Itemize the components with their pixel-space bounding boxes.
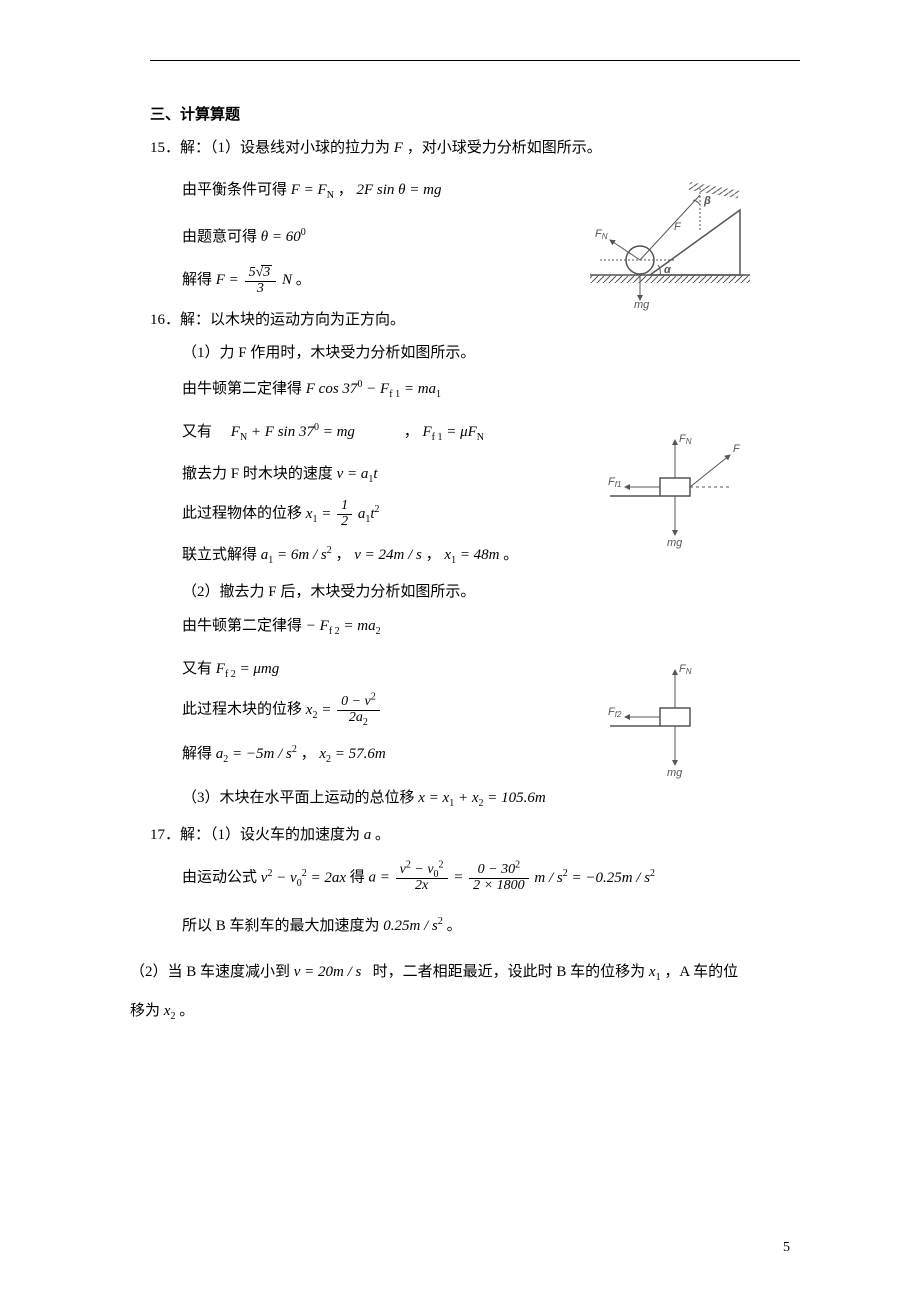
q15-balance-pre: 由平衡条件可得 bbox=[182, 182, 287, 198]
q16-x1-pre: 此过程物体的位移 bbox=[182, 506, 302, 522]
q15-eq-balance-b: 2F sin θ = mg bbox=[356, 182, 441, 198]
section-title: 三、计算算题 bbox=[150, 101, 800, 130]
q17-p2-tail: 。 bbox=[179, 1003, 194, 1019]
q15-eq-balance-a: F = FN bbox=[291, 182, 334, 198]
svg-text:Ff1: Ff1 bbox=[608, 476, 621, 489]
q16-x2-pre: 此过程木块的位移 bbox=[182, 702, 302, 718]
q17-p2-pre-c: ，A 车的位 bbox=[664, 964, 738, 980]
d3-mg: mg bbox=[667, 767, 683, 779]
q15-var-F: F bbox=[394, 140, 403, 156]
q17-p2-x2: x2 bbox=[164, 1003, 176, 1019]
q16-eq10a: a2 = −5m / s2 bbox=[216, 746, 297, 762]
q16-p2-line1: （2）撤去力 F 后，木块受力分析如图所示。 bbox=[150, 578, 800, 607]
q17-p2-pre-b: 时，二者相距最近，设此时 B 车的位移为 bbox=[373, 964, 646, 980]
q16-eq6a: a1 = 6m / s2 bbox=[261, 547, 332, 563]
q16-eq7-line: 由牛顿第二定律得 − Ff 2 = ma2 bbox=[150, 612, 800, 641]
q17-eq1-eq2: = bbox=[453, 870, 467, 886]
q16-intro-text: 解：以木块的运动方向为正方向。 bbox=[180, 312, 405, 328]
q16-also-pre: 又有 bbox=[182, 424, 227, 440]
q16-removeF-pre: 撤去力 F 时木块的速度 bbox=[182, 466, 333, 482]
q16-eq2: FN + F sin 370 = mg bbox=[231, 424, 355, 440]
q16-eq3: Ff 1 = μFN bbox=[422, 424, 484, 440]
q16-solve2-pre: 解得 bbox=[182, 746, 212, 762]
q17-var-a: a bbox=[364, 827, 372, 843]
diagram-q16b: FN Ff2 mg bbox=[605, 660, 755, 788]
q16-number: 16． bbox=[150, 312, 180, 328]
q15-eq-theta: θ = 600 bbox=[261, 229, 306, 245]
q17-ans-pre: 所以 B 车刹车的最大加速度为 bbox=[182, 918, 380, 934]
q17-ans-line: 所以 B 车刹车的最大加速度为 0.25m / s2 。 bbox=[150, 912, 800, 941]
q16-combine-pre: 联立式解得 bbox=[182, 547, 257, 563]
q16-eq11: x = x1 + x2 = 105.6m bbox=[418, 790, 545, 806]
svg-text:F: F bbox=[674, 221, 682, 233]
q15-eq-solve-unit: N bbox=[282, 272, 292, 288]
d1-beta: β bbox=[703, 195, 711, 207]
q16-eq2-gap: ， bbox=[359, 424, 419, 440]
diagram-q16a: FN F Ff1 mg bbox=[605, 430, 755, 558]
header-rule bbox=[150, 60, 800, 61]
q17-eq1-line: 由运动公式 v2 − v02 = 2ax 得 a = v2 − v02 2x =… bbox=[150, 863, 800, 893]
q16-p3-pre: （3）木块在水平面上运动的总位移 bbox=[182, 790, 415, 806]
q16-eq7: − Ff 2 = ma2 bbox=[306, 618, 381, 634]
q17-kin-pre: 由运动公式 bbox=[182, 870, 257, 886]
q17-intro-tail: 。 bbox=[375, 827, 390, 843]
q17-intro-text: 解：（1）设火车的加速度为 bbox=[180, 827, 360, 843]
q16-eq5-frac: 1 2 bbox=[337, 499, 352, 529]
d2-mg: mg bbox=[667, 537, 683, 549]
q16-eq10x: x2 = 57.6m bbox=[319, 746, 385, 762]
q17-number: 17． bbox=[150, 827, 180, 843]
svg-text:FN: FN bbox=[595, 228, 608, 241]
q15-number: 15． bbox=[150, 140, 180, 156]
q15-eq-solve-lhs: F = bbox=[216, 272, 239, 288]
page: 三、计算算题 15．解：（1）设悬线对小球的拉力为 F ，对小球受力分析如图所示… bbox=[0, 0, 920, 1302]
q16-eq5-tail: a1t2 bbox=[358, 506, 380, 522]
q17-p2-line2: 移为 x2 。 bbox=[130, 997, 800, 1026]
svg-text:FN: FN bbox=[679, 433, 692, 446]
q16-eq8: Ff 2 = μmg bbox=[216, 661, 280, 677]
q15-solve-pre: 解得 bbox=[182, 272, 212, 288]
q15-theta-pre: 由题意可得 bbox=[182, 229, 257, 245]
q17-get: 得 bbox=[350, 870, 365, 886]
q17-p2-line1: （2）当 B 车速度减小到 v = 20m / s 时，二者相距最近，设此时 B… bbox=[130, 958, 800, 987]
q16-eq6v: v = 24m / s bbox=[354, 547, 422, 563]
q17-eq1-lhs: v2 − v02 = 2ax bbox=[261, 870, 346, 886]
q17-frac2: 0 − 302 2 × 1800 bbox=[469, 863, 528, 893]
q17-eq1-unit: m / s2 = −0.25m / s2 bbox=[534, 870, 655, 886]
q16-also2-pre: 又有 bbox=[182, 661, 212, 677]
q17-p2-v: v = 20m / s bbox=[294, 964, 362, 980]
q17-p2-x1: x1 bbox=[649, 964, 661, 980]
q17-p2-pre-a: （2）当 B 车速度减小到 bbox=[130, 964, 290, 980]
diagram-q15: FN mg α β F bbox=[580, 180, 760, 318]
q15-intro-text: 解：（1）设悬线对小球的拉力为 bbox=[180, 140, 390, 156]
q16-eq9-lhs: x2 = bbox=[306, 702, 335, 718]
q16-eq5: x1 = bbox=[306, 506, 335, 522]
q16-newton-pre: 由牛顿第二定律得 bbox=[182, 381, 302, 397]
q16-eq4: v = a1t bbox=[337, 466, 378, 482]
q17-frac1: v2 − v02 2x bbox=[396, 863, 448, 893]
d2-F: F bbox=[733, 443, 741, 455]
q16-eq6x: x1 = 48m bbox=[444, 547, 499, 563]
page-number: 5 bbox=[783, 1235, 790, 1262]
q16-p1-line1: （1）力 F 作用时，木块受力分析如图所示。 bbox=[150, 339, 800, 368]
q16-eq1: F cos 370 − Ff 1 = ma1 bbox=[306, 381, 441, 397]
q17-ans-val: 0.25m / s2 bbox=[383, 918, 443, 934]
svg-text:Ff2: Ff2 bbox=[608, 706, 622, 719]
q17-p2-line2-pre: 移为 bbox=[130, 1003, 160, 1019]
d1-mg: mg bbox=[634, 299, 650, 311]
q15-sep1: ， bbox=[338, 182, 353, 198]
q15-period: 。 bbox=[296, 272, 311, 288]
q16-eq1-line: 由牛顿第二定律得 F cos 370 − Ff 1 = ma1 bbox=[150, 375, 800, 404]
svg-text:FN: FN bbox=[679, 663, 692, 676]
q17-intro: 17．解：（1）设火车的加速度为 a 。 bbox=[150, 821, 800, 850]
q15-intro: 15．解：（1）设悬线对小球的拉力为 F ，对小球受力分析如图所示。 bbox=[150, 134, 800, 163]
d1-alpha: α bbox=[664, 264, 672, 276]
q15-eq-solve-frac: 5√3 3 bbox=[245, 265, 277, 296]
q16-eq9-frac: 0 − v2 2a2 bbox=[337, 695, 380, 725]
q16-newton2-pre: 由牛顿第二定律得 bbox=[182, 618, 302, 634]
q17-eq1-a: a = bbox=[369, 870, 394, 886]
q15-intro-tail: ，对小球受力分析如图所示。 bbox=[407, 140, 602, 156]
q16-eq11-line: （3）木块在水平面上运动的总位移 x = x1 + x2 = 105.6m bbox=[150, 784, 800, 813]
